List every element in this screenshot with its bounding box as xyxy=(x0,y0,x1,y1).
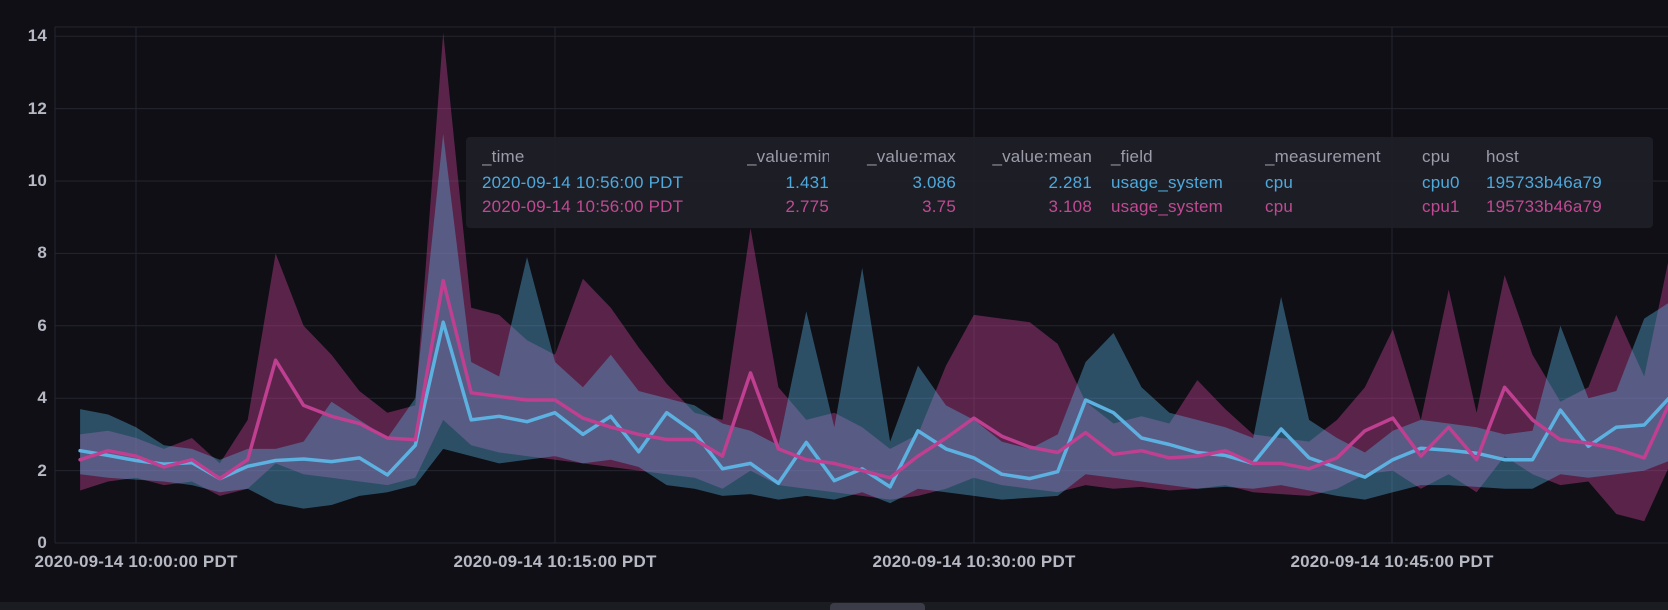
tooltip-cell: 3.108 xyxy=(1048,197,1092,216)
y-axis-tick-label: 14 xyxy=(27,26,47,46)
tooltip-cell: cpu xyxy=(1422,147,1451,166)
band-cpu0 xyxy=(80,133,1668,509)
tooltip-cell: host xyxy=(1486,147,1519,166)
tooltip-cell: 3.75 xyxy=(922,197,956,216)
tooltip-cell: cpu xyxy=(1265,173,1294,192)
hover-tooltip: _time _value:min _value:max _value:mean _fie… xyxy=(466,137,1653,228)
tooltip-cell: 2020-09-14 10:56:00 PDT xyxy=(482,197,684,216)
tooltip-cell: usage_system xyxy=(1111,173,1224,192)
y-axis-tick-label: 8 xyxy=(37,243,47,263)
tooltip-cell: cpu1 xyxy=(1422,197,1460,216)
x-axis-tick-label: 2020-09-14 10:00:00 PDT xyxy=(34,552,238,571)
tooltip-header-row: _time _value:min _value:max _value:mean _fie… xyxy=(482,146,1653,168)
tooltip-cell: cpu0 xyxy=(1422,173,1460,192)
y-axis-tick-label: 2 xyxy=(37,460,47,480)
tooltip-cell: 3.086 xyxy=(912,173,956,192)
y-axis-tick-label: 12 xyxy=(27,98,47,118)
x-axis-tick-label: 2020-09-14 10:45:00 PDT xyxy=(1290,552,1494,571)
tooltip-cell: 2.281 xyxy=(1048,173,1092,192)
tooltip-cell: 195733b46a79 xyxy=(1486,173,1602,192)
tooltip-cell: _value:max xyxy=(867,147,956,166)
y-axis-tick-label: 10 xyxy=(27,171,47,190)
mean-line-cpu0 xyxy=(78,320,1668,489)
scroll-handle[interactable] xyxy=(830,603,925,610)
y-axis-tick-label: 6 xyxy=(37,315,47,335)
tooltip-row-cpu0: 2020-09-14 10:56:00 PDT 1.431 3.086 2.281 us… xyxy=(482,171,1653,195)
tooltip-cell: _value:mean xyxy=(992,147,1092,166)
tooltip-cell: 2.775 xyxy=(785,197,829,216)
tooltip-cell: _time xyxy=(482,147,525,166)
tooltip-cell: _field xyxy=(1111,147,1153,166)
mean-line-cpu1 xyxy=(78,278,1668,481)
x-axis-tick-label: 2020-09-14 10:30:00 PDT xyxy=(872,552,1076,571)
tooltip-cell: _measurement xyxy=(1265,147,1381,166)
y-axis-tick-label: 4 xyxy=(37,388,47,408)
band-cpu1 xyxy=(80,32,1668,522)
x-axis-tick-label: 2020-09-14 10:15:00 PDT xyxy=(453,552,657,571)
tooltip-cell: 2020-09-14 10:56:00 PDT xyxy=(482,173,684,192)
tooltip-cell: 195733b46a79 xyxy=(1486,197,1602,216)
y-axis-tick-label: 0 xyxy=(37,533,47,552)
tooltip-cell: usage_system xyxy=(1111,197,1224,216)
tooltip-cell: cpu xyxy=(1265,197,1294,216)
tooltip-cell: 1.431 xyxy=(785,173,829,192)
tooltip-cell: _value:min xyxy=(747,147,829,166)
tooltip-row-cpu1: 2020-09-14 10:56:00 PDT 2.775 3.75 3.108 usa… xyxy=(482,195,1653,219)
